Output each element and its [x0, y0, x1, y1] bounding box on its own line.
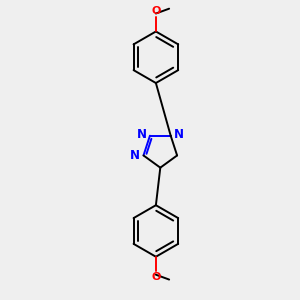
Text: O: O: [151, 6, 160, 16]
Text: O: O: [151, 272, 160, 282]
Text: N: N: [174, 128, 184, 142]
Text: N: N: [137, 128, 147, 142]
Text: N: N: [130, 149, 140, 162]
